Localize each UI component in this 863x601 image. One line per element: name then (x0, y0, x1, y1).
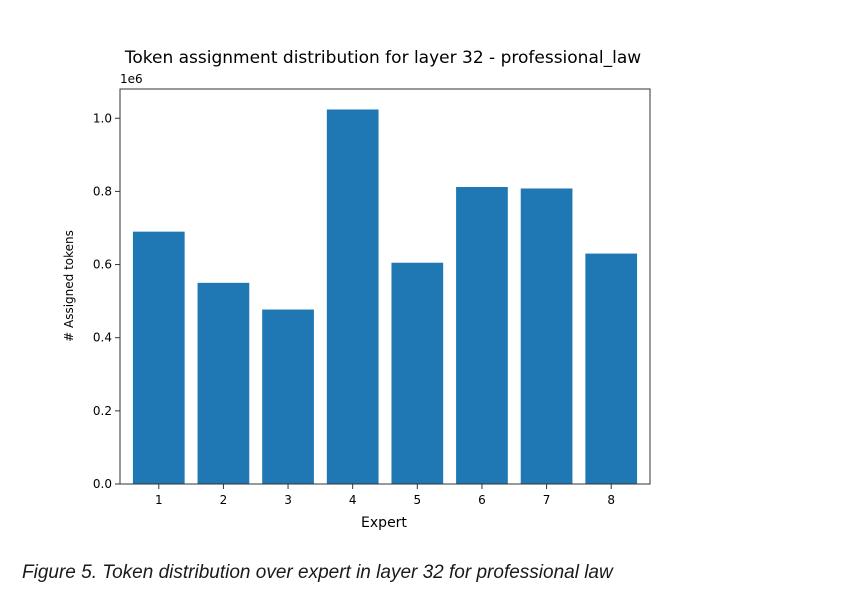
y-axis-offset-label: 1e6 (120, 72, 143, 86)
bar-expert-1 (132, 231, 185, 484)
bar-expert-5 (391, 262, 444, 484)
x-axis-label: Expert (361, 515, 407, 531)
plot-frame (119, 88, 651, 485)
bar-expert-4 (326, 109, 379, 485)
bar-expert-6 (456, 187, 508, 484)
y-tick-label: 1.0 (93, 111, 112, 125)
y-tick-label: 0.6 (93, 258, 112, 272)
figure-caption: Figure 5. Token distribution over expert… (22, 562, 613, 583)
y-tick-label: 0.4 (93, 331, 112, 345)
bar-expert-2 (197, 282, 250, 484)
x-tick-label: 4 (349, 493, 357, 507)
bar-expert-8 (585, 253, 638, 484)
x-tick-label: 6 (478, 493, 486, 507)
bar-expert-3 (262, 309, 314, 484)
x-tick-label: 2 (220, 493, 228, 507)
chart-title: Token assignment distribution for layer … (124, 48, 641, 68)
y-axis-ticks: 0.0 0.2 0.4 0.6 0.8 1.0 (93, 111, 120, 491)
bars-layer (132, 109, 638, 485)
bar-chart: Token assignment distribution for layer … (62, 48, 651, 531)
y-tick-label: 0.2 (93, 404, 112, 418)
x-tick-label: 5 (413, 493, 421, 507)
x-axis-ticks: 1 2 3 4 5 6 7 8 (155, 484, 615, 507)
x-tick-label: 3 (284, 493, 292, 507)
y-axis-label: # Assigned tokens (62, 230, 76, 342)
x-tick-label: 8 (607, 493, 615, 507)
bar-expert-7 (520, 188, 573, 484)
x-tick-label: 1 (155, 493, 163, 507)
y-tick-label: 0.0 (93, 477, 112, 491)
x-tick-label: 7 (543, 493, 551, 507)
y-tick-label: 0.8 (93, 184, 112, 198)
